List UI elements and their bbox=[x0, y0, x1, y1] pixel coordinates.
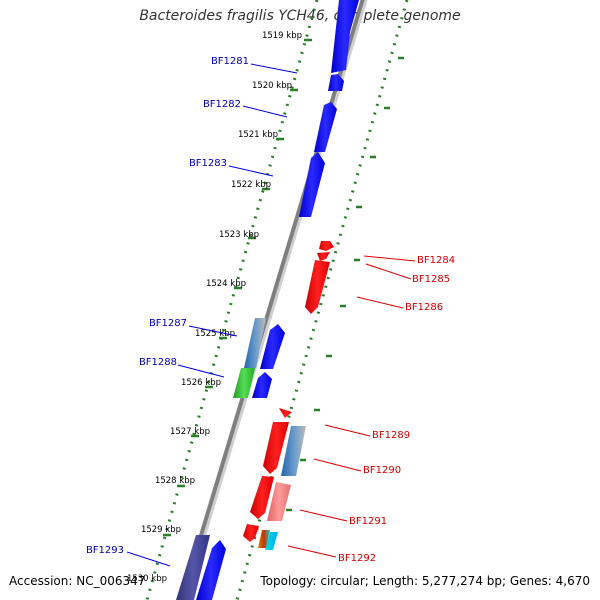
map-title: Bacteroides fragilis YCH46, complete gen… bbox=[139, 8, 461, 24]
gene-label-bf1287[interactable]: BF1287 bbox=[149, 318, 187, 329]
genome-backbone bbox=[179, 0, 365, 600]
ruler-label-1525: 1525 kbp bbox=[195, 329, 235, 339]
gene-label-bf1282[interactable]: BF1282 bbox=[203, 99, 241, 110]
gene-arrow[interactable] bbox=[196, 540, 226, 600]
gene-label-bf1289[interactable]: BF1289 bbox=[372, 430, 410, 441]
ruler-major-ticks-left bbox=[163, 38, 312, 537]
gene-labels-right: BF1284 BF1285 BF1286 BF1289 BF1290 BF129… bbox=[338, 255, 455, 564]
ruler-label-1520: 1520 kbp bbox=[252, 81, 292, 91]
label-leader-lines-right bbox=[287, 255, 416, 558]
gene-arrow[interactable] bbox=[299, 152, 325, 217]
gene-arrow[interactable] bbox=[252, 372, 272, 398]
gene-arrow[interactable] bbox=[317, 252, 330, 261]
ruler-label-1526: 1526 kbp bbox=[181, 378, 221, 388]
gene-label-bf1293[interactable]: BF1293 bbox=[86, 545, 124, 556]
gene-arrow[interactable] bbox=[265, 532, 278, 550]
ruler-label-1530: 1530 kbp bbox=[127, 574, 167, 584]
gene-arrow[interactable] bbox=[267, 482, 291, 521]
ruler-label-1529: 1529 kbp bbox=[141, 525, 181, 535]
gene-label-bf1290[interactable]: BF1290 bbox=[363, 465, 401, 476]
label-leader-lines-left bbox=[126, 63, 298, 567]
gene-arrow[interactable] bbox=[331, 0, 359, 73]
ruler-label-1528: 1528 kbp bbox=[155, 476, 195, 486]
ruler-labels: 1519 kbp 1520 kbp 1521 kbp 1522 kbp 1523… bbox=[127, 31, 302, 584]
ruler-label-1521: 1521 kbp bbox=[238, 130, 278, 140]
ruler-major-ticks-right bbox=[286, 56, 404, 512]
ruler-label-1527: 1527 kbp bbox=[170, 427, 210, 437]
gene-arrow[interactable] bbox=[233, 368, 255, 398]
gene-arrow[interactable] bbox=[281, 426, 306, 476]
gene-label-bf1284[interactable]: BF1284 bbox=[417, 255, 455, 266]
gene-labels-left: BF1281 BF1282 BF1283 BF1287 BF1288 BF129… bbox=[86, 56, 249, 556]
ruler-label-1523: 1523 kbp bbox=[219, 230, 259, 240]
ruler-label-1524: 1524 kbp bbox=[206, 279, 246, 289]
gene-label-bf1291[interactable]: BF1291 bbox=[349, 516, 387, 527]
gene-arrow[interactable] bbox=[314, 102, 337, 152]
gene-arrow[interactable] bbox=[305, 260, 330, 314]
gene-arrow[interactable] bbox=[250, 476, 274, 519]
gene-label-bf1283[interactable]: BF1283 bbox=[189, 158, 227, 169]
reverse-strand-genes bbox=[243, 241, 334, 550]
gene-label-bf1285[interactable]: BF1285 bbox=[412, 274, 450, 285]
gene-label-bf1281[interactable]: BF1281 bbox=[211, 56, 249, 67]
gene-arrow[interactable] bbox=[244, 318, 266, 368]
gene-label-bf1292[interactable]: BF1292 bbox=[338, 553, 376, 564]
gene-arrow[interactable] bbox=[263, 422, 289, 474]
topology-summary: Topology: circular; Length: 5,277,274 bp… bbox=[260, 574, 590, 588]
gene-arrow[interactable] bbox=[328, 74, 344, 91]
gene-label-bf1288[interactable]: BF1288 bbox=[139, 357, 177, 368]
gene-arrow[interactable] bbox=[243, 524, 259, 542]
gene-arrow[interactable] bbox=[176, 535, 210, 600]
gene-arrow[interactable] bbox=[260, 324, 285, 369]
accession-label: Accession: NC_006347 bbox=[9, 574, 146, 588]
gene-arrow[interactable] bbox=[279, 408, 292, 418]
ruler-label-1519: 1519 kbp bbox=[262, 31, 302, 41]
ruler-label-1522: 1522 kbp bbox=[231, 180, 271, 190]
forward-strand-genes bbox=[176, 0, 359, 600]
gene-arrow[interactable] bbox=[319, 241, 334, 251]
gene-label-bf1286[interactable]: BF1286 bbox=[405, 302, 443, 313]
